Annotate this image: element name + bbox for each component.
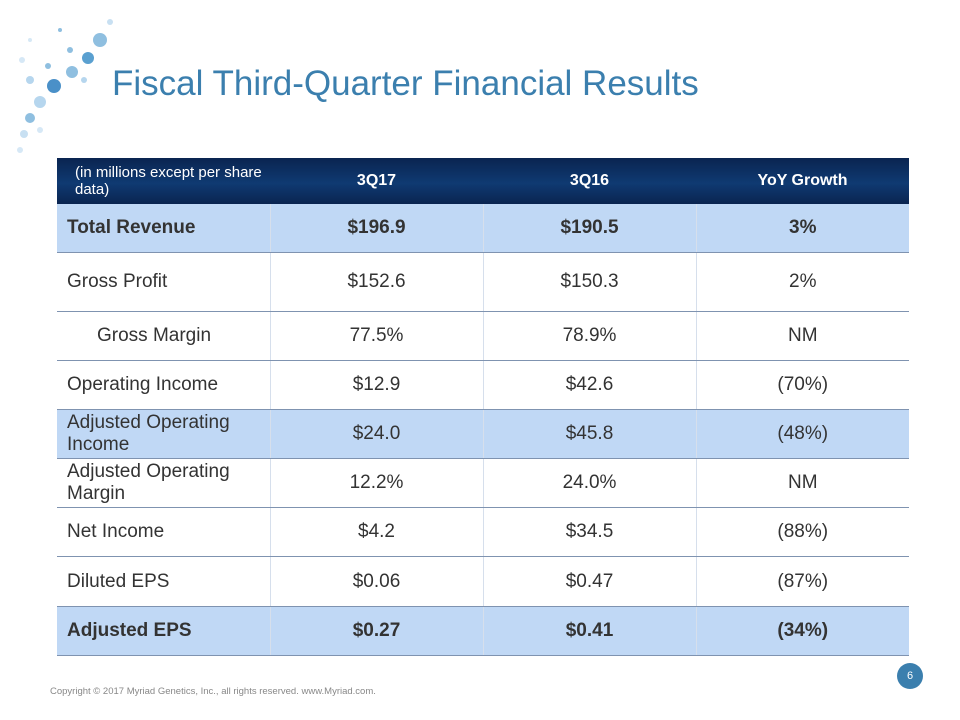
table-row: Gross Profit $152.6 $150.3 2%: [57, 252, 909, 312]
column-header: 3Q17: [270, 158, 483, 204]
row-label: Adjusted Operating Margin: [57, 458, 271, 508]
table-row: Operating Income $12.9 $42.6 (70%): [57, 360, 909, 410]
cell: (70%): [696, 360, 909, 410]
table-row: Adjusted Operating Income $24.0 $45.8 (48%): [57, 409, 909, 459]
column-header: 3Q16: [483, 158, 696, 204]
cell: $0.06: [270, 556, 484, 607]
cell: NM: [696, 458, 909, 508]
header-row: (in millions except per share data) 3Q17…: [57, 158, 909, 204]
cell: 77.5%: [270, 311, 484, 361]
cell: NM: [696, 311, 909, 361]
slide-title: Fiscal Third-Quarter Financial Results: [112, 64, 699, 103]
cell: $12.9: [270, 360, 484, 410]
table-row: Diluted EPS $0.06 $0.47 (87%): [57, 556, 909, 607]
row-label: Adjusted EPS: [57, 606, 271, 656]
table-row: Gross Margin 77.5% 78.9% NM: [57, 311, 909, 361]
cell: $42.6: [483, 360, 697, 410]
table-row: Net Income $4.2 $34.5 (88%): [57, 507, 909, 557]
column-header: YoY Growth: [696, 158, 909, 204]
cell: 3%: [696, 204, 909, 253]
table-row: Adjusted EPS $0.27 $0.41 (34%): [57, 606, 909, 656]
row-label: Operating Income: [57, 360, 271, 410]
cell: $34.5: [483, 507, 697, 557]
row-label: Net Income: [57, 507, 271, 557]
row-label: Adjusted Operating Income: [57, 409, 271, 459]
page-number: 6: [897, 663, 923, 689]
cell: $0.27: [270, 606, 484, 656]
table-row: Total Revenue $196.9 $190.5 3%: [57, 204, 909, 253]
row-label: Gross Margin: [57, 311, 271, 361]
row-label: Gross Profit: [57, 252, 271, 312]
cell: $4.2: [270, 507, 484, 557]
cell: (87%): [696, 556, 909, 607]
copyright: Copyright © 2017 Myriad Genetics, Inc., …: [50, 686, 376, 697]
cell: $45.8: [483, 409, 697, 459]
cell: (88%): [696, 507, 909, 557]
cell: 24.0%: [483, 458, 697, 508]
cell: $24.0: [270, 409, 484, 459]
row-label: Diluted EPS: [57, 556, 271, 607]
cell: $190.5: [483, 204, 697, 253]
cell: 78.9%: [483, 311, 697, 361]
cell: (48%): [696, 409, 909, 459]
cell: 2%: [696, 252, 909, 312]
results-table: (in millions except per share data) 3Q17…: [57, 158, 909, 656]
cell: $0.47: [483, 556, 697, 607]
cell: 12.2%: [270, 458, 484, 508]
cell: (34%): [696, 606, 909, 656]
cell: $0.41: [483, 606, 697, 656]
row-label: Total Revenue: [57, 204, 271, 253]
cell: $150.3: [483, 252, 697, 312]
table-row: Adjusted Operating Margin 12.2% 24.0% NM: [57, 458, 909, 508]
cell: $196.9: [270, 204, 484, 253]
column-header: (in millions except per share data): [57, 158, 270, 204]
decoration: [17, 19, 113, 153]
cell: $152.6: [270, 252, 484, 312]
